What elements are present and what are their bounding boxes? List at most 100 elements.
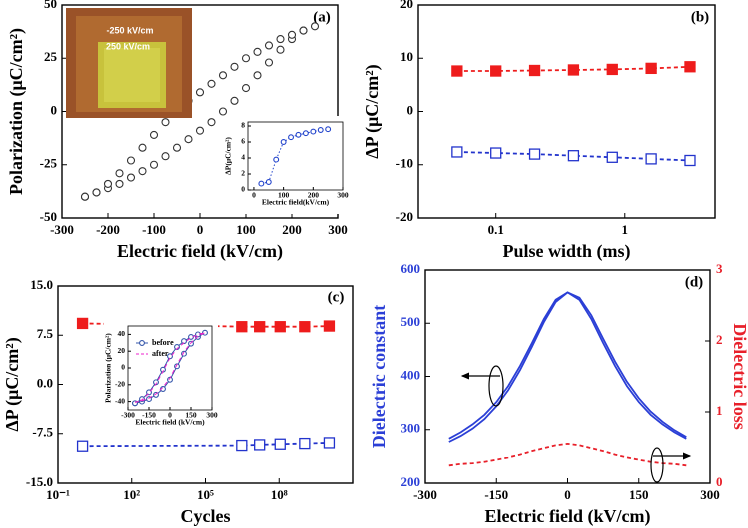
y-axis-title: Polarization (μC/cm²): [6, 28, 27, 195]
x-tick-label: 300: [206, 411, 218, 420]
x-tick-label: 0: [168, 411, 172, 420]
x-axis-title: Electric field (kV/cm): [135, 418, 205, 427]
point: [126, 156, 136, 165]
y-tick-label: -10: [396, 156, 413, 171]
y-tick-label: -50: [40, 209, 57, 224]
point: [310, 22, 320, 31]
x-tick-label: -300: [50, 222, 74, 237]
point: [138, 167, 147, 176]
inset-background: [224, 116, 349, 214]
annotation: (a): [313, 9, 331, 25]
point: [567, 150, 580, 162]
x-tick-label: 10⁸: [271, 487, 288, 502]
y-tick-label: -15.0: [26, 474, 53, 489]
plot-frame: [247, 121, 344, 191]
y-tick-label: 600: [401, 261, 421, 276]
point: [138, 143, 147, 152]
point: [254, 439, 266, 451]
series-line: [448, 291, 687, 440]
y-axis-title: Polarization (μC/cm²): [104, 333, 113, 403]
point: [606, 63, 618, 76]
y-tick-label: 0: [407, 102, 414, 117]
point: [302, 130, 309, 137]
indicator-ellipse: [488, 365, 504, 407]
x-axis-title: Cycles: [181, 506, 231, 526]
y-tick-label: 25: [44, 49, 58, 64]
y2-tick-label: 1: [716, 403, 723, 418]
point: [207, 79, 216, 88]
annotation: (d): [685, 274, 703, 290]
y-tick-label: 20: [118, 346, 126, 355]
chart: 0.1 1 -20 -10 0 10 20 Pulse width (ms) ΔP (μC/cm…: [362, 0, 716, 262]
point: [80, 192, 90, 201]
y-tick-label: 4: [241, 153, 245, 162]
x-tick-label: -300: [121, 411, 135, 420]
point: [153, 391, 159, 398]
series-line: [82, 442, 330, 448]
inset-photo: -250 kV/cm 250 kV/cm: [66, 8, 192, 118]
point: [280, 139, 287, 145]
point: [264, 58, 274, 67]
x-tick-label: 300: [700, 487, 720, 502]
chart: -300 -150 0 150 300 -40 -20 0 20 40 Electric field…: [104, 320, 218, 434]
point: [451, 65, 463, 77]
y-axis-title: Dielectric constant: [369, 305, 389, 448]
x-tick-label: -300: [413, 487, 437, 502]
point: [299, 26, 308, 35]
y-tick-label: 0: [121, 363, 125, 372]
point: [76, 440, 89, 452]
point: [218, 107, 228, 116]
point: [230, 62, 239, 71]
y-tick-label: -40: [115, 396, 125, 405]
x-tick-label: -200: [96, 222, 120, 237]
point: [241, 84, 251, 93]
x-axis-title: Electric field (kV/cm): [485, 506, 651, 527]
x-tick-label: 0: [197, 222, 204, 237]
y-tick-label: 15.0: [30, 277, 53, 292]
x-tick-label: 100: [236, 222, 256, 237]
x-tick-label: 300: [337, 191, 349, 200]
point: [115, 169, 124, 178]
point: [202, 329, 208, 336]
decorations: [460, 365, 692, 483]
x-tick-label: 300: [328, 222, 348, 237]
y-tick-label: 20: [400, 0, 413, 11]
legend-label: before: [152, 338, 174, 347]
point: [274, 321, 286, 333]
point: [288, 134, 294, 141]
x-axis-title: Electric field(kV/cm): [262, 198, 330, 207]
point: [76, 317, 89, 330]
point: [126, 173, 136, 182]
point: [490, 65, 502, 77]
y2-tick-label: 3: [716, 261, 723, 276]
annotation: (c): [328, 289, 345, 305]
point: [236, 439, 248, 452]
point: [645, 153, 657, 165]
y-tick-label: 300: [401, 421, 421, 436]
y-tick-label: 10: [400, 49, 413, 64]
x-tick-label: 150: [629, 487, 649, 502]
x-tick-label: 200: [308, 191, 320, 200]
point: [684, 154, 696, 167]
point: [241, 54, 251, 63]
x-tick-label: 0: [564, 487, 571, 502]
x-tick-label: 100: [278, 191, 290, 200]
x-axis-title: Electric field (kV/cm): [117, 241, 283, 262]
point: [218, 71, 228, 80]
point: [172, 143, 182, 152]
y-tick-label: 50: [44, 0, 57, 11]
point: [274, 438, 286, 450]
series-line: [448, 442, 687, 467]
photo-electrode-center: [104, 48, 160, 102]
x-tick-label: 1: [622, 222, 629, 237]
annotation: -250 kV/cm: [106, 25, 153, 35]
y-axis-title: ΔP(μC/cm²): [224, 137, 233, 175]
point: [264, 41, 274, 50]
y-tick-label: 200: [401, 474, 421, 489]
legend-label: after: [152, 349, 169, 358]
chart: 10⁻¹ 10² 10⁵ 10⁸ -15.0 -7.5 0.0 7.5 15.0 Cycles ΔP…: [2, 277, 354, 526]
annotation: (b): [691, 9, 709, 25]
point: [184, 135, 193, 144]
